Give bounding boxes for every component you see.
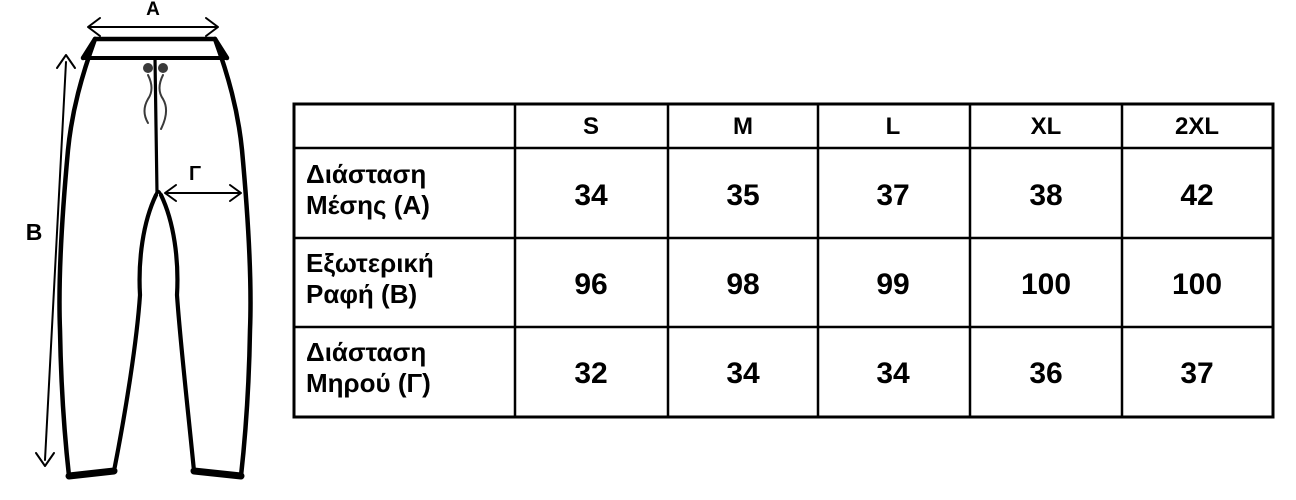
svg-text:37: 37 xyxy=(1180,357,1213,390)
svg-text:Μέσης (Α): Μέσης (Α) xyxy=(306,190,430,220)
svg-text:42: 42 xyxy=(1180,179,1213,212)
svg-text:34: 34 xyxy=(726,357,760,390)
svg-text:Διάσταση: Διάσταση xyxy=(306,159,426,189)
svg-text:A: A xyxy=(146,0,160,20)
svg-text:36: 36 xyxy=(1029,357,1062,390)
svg-text:34: 34 xyxy=(574,179,608,212)
svg-text:Διάσταση: Διάσταση xyxy=(306,337,426,367)
svg-text:34: 34 xyxy=(876,357,910,390)
svg-text:100: 100 xyxy=(1172,268,1222,301)
svg-text:Εξωτερική: Εξωτερική xyxy=(306,248,434,278)
svg-text:M: M xyxy=(733,113,753,140)
svg-text:Γ: Γ xyxy=(189,163,201,185)
svg-text:96: 96 xyxy=(574,268,607,301)
svg-text:98: 98 xyxy=(726,268,759,301)
svg-text:35: 35 xyxy=(726,179,759,212)
svg-text:100: 100 xyxy=(1021,268,1071,301)
svg-text:99: 99 xyxy=(876,268,909,301)
svg-text:32: 32 xyxy=(574,357,607,390)
svg-text:38: 38 xyxy=(1029,179,1062,212)
svg-text:Μηρού (Γ): Μηρού (Γ) xyxy=(306,368,431,398)
svg-text:B: B xyxy=(26,219,43,245)
svg-text:37: 37 xyxy=(876,179,909,212)
svg-text:XL: XL xyxy=(1031,113,1062,140)
svg-text:2XL: 2XL xyxy=(1175,113,1219,140)
svg-text:S: S xyxy=(583,113,599,140)
svg-text:Ραφή (Β): Ραφή (Β) xyxy=(306,279,417,309)
svg-text:L: L xyxy=(886,113,901,140)
